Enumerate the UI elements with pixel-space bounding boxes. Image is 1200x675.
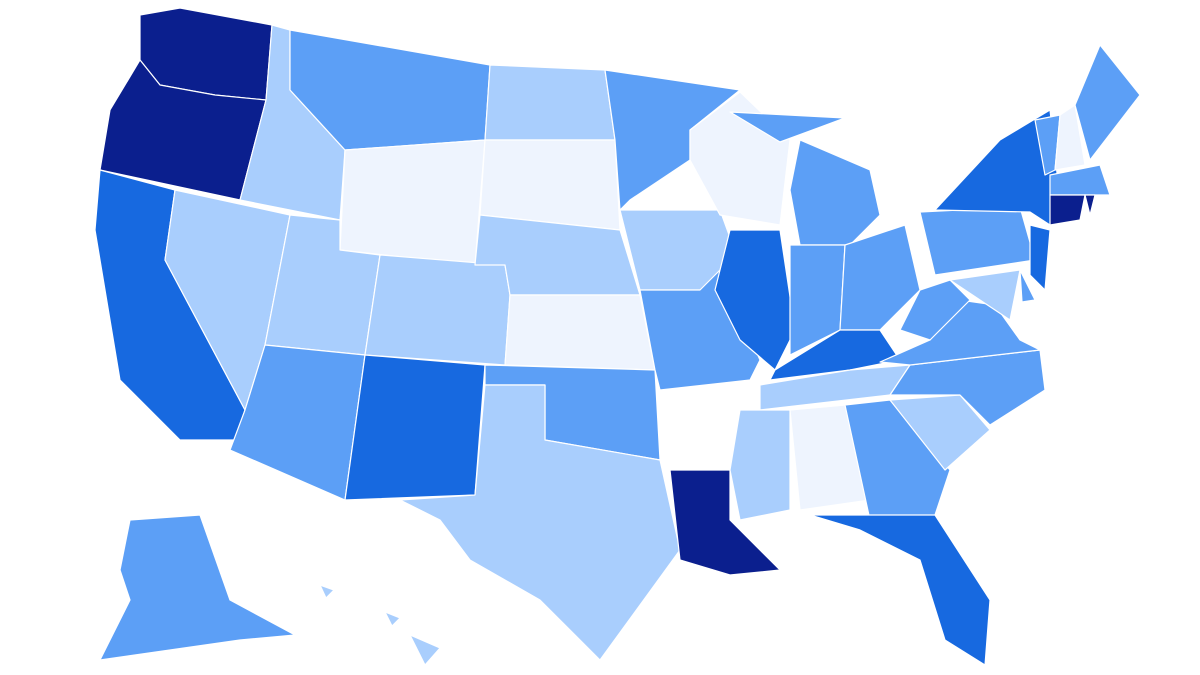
state: [1049, 194, 1086, 226]
state: [919, 206, 1036, 276]
state: [949, 269, 1021, 321]
state: [1019, 269, 1036, 303]
state: [1049, 164, 1111, 196]
state: [789, 139, 881, 246]
state: [339, 139, 486, 266]
state: [229, 344, 366, 501]
state: [319, 584, 335, 599]
state: [1084, 194, 1096, 216]
state: [889, 394, 991, 471]
state: [484, 64, 616, 141]
state: [809, 514, 991, 666]
states: [94, 7, 1141, 666]
state: [344, 354, 486, 501]
state: [899, 279, 971, 341]
state: [1074, 44, 1141, 161]
state: [479, 139, 621, 231]
state: [409, 634, 441, 666]
state: [604, 69, 741, 211]
state: [844, 399, 951, 521]
state: [839, 224, 921, 331]
state: [99, 514, 296, 661]
state: [729, 111, 846, 143]
state: [364, 254, 511, 366]
state: [729, 409, 791, 521]
state: [1029, 224, 1051, 291]
state: [384, 611, 401, 627]
state: [1054, 104, 1086, 171]
state: [399, 384, 681, 661]
state: [504, 294, 656, 371]
